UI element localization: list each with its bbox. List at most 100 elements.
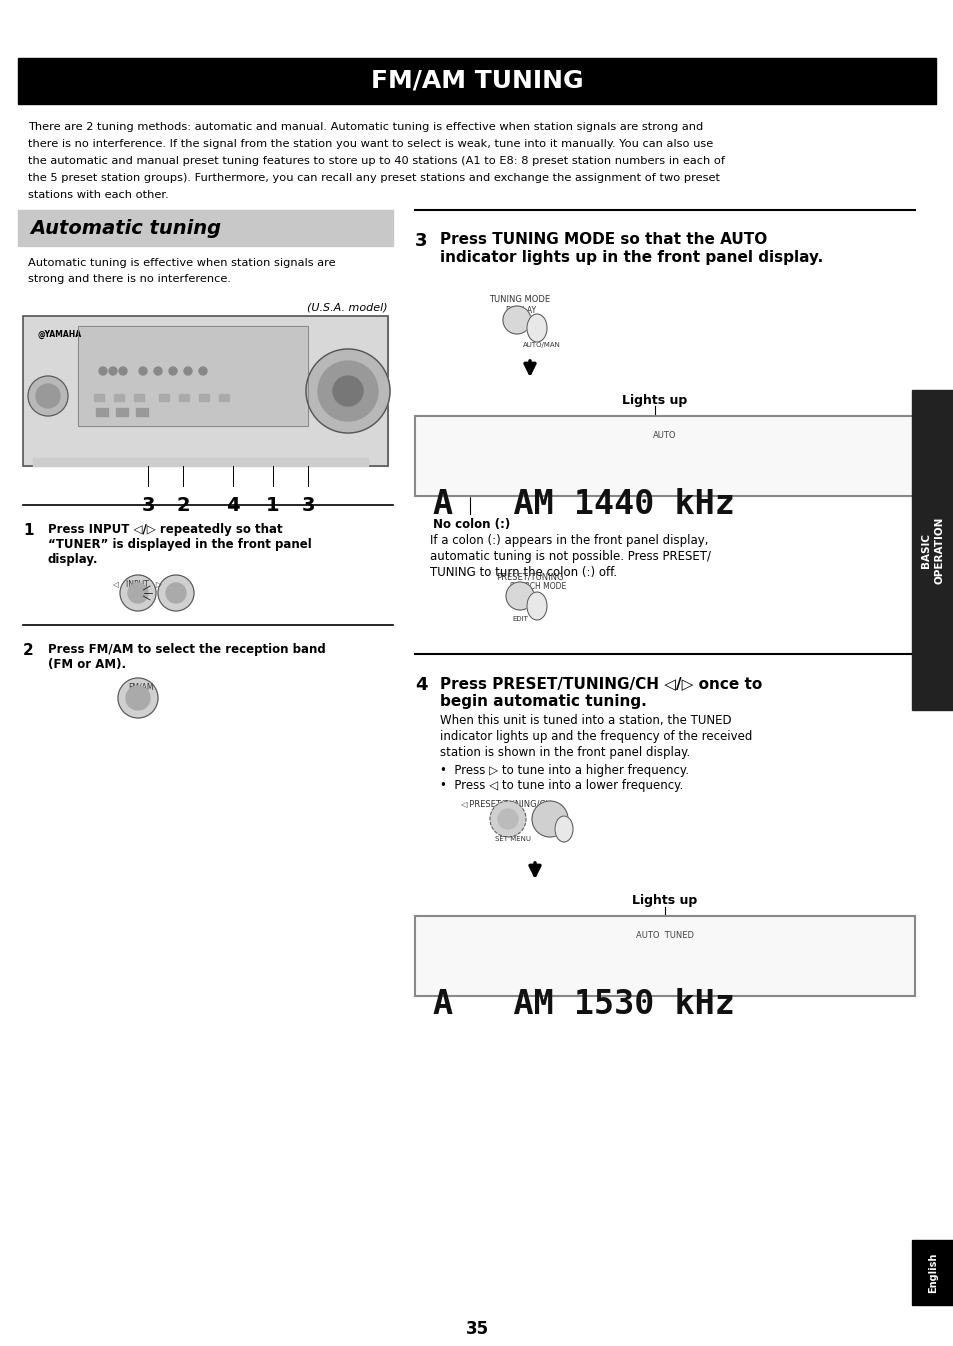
Text: indicator lights up in the front panel display.: indicator lights up in the front panel d… xyxy=(439,250,822,265)
Text: Automatic tuning is effective when station signals are: Automatic tuning is effective when stati… xyxy=(28,258,335,268)
Text: EM: EM xyxy=(130,689,139,695)
Text: TUNING to turn the colon (:) off.: TUNING to turn the colon (:) off. xyxy=(430,567,617,579)
Text: Press FM/AM to select the reception band: Press FM/AM to select the reception band xyxy=(48,643,325,656)
Text: No colon (:): No colon (:) xyxy=(433,518,510,532)
Circle shape xyxy=(28,376,68,416)
Text: BASIC
OPERATION: BASIC OPERATION xyxy=(920,517,944,584)
Bar xyxy=(159,394,169,401)
Bar xyxy=(199,394,209,401)
Text: •  Press ◁ to tune into a lower frequency.: • Press ◁ to tune into a lower frequency… xyxy=(439,779,682,791)
Text: AUTO  TUNED: AUTO TUNED xyxy=(636,931,693,940)
Text: 2: 2 xyxy=(23,643,33,658)
Circle shape xyxy=(99,367,107,376)
Text: A   AM 1530 kHz: A AM 1530 kHz xyxy=(433,988,734,1022)
Text: If a colon (:) appears in the front panel display,: If a colon (:) appears in the front pane… xyxy=(430,534,708,546)
Bar xyxy=(219,394,229,401)
Text: 2: 2 xyxy=(176,495,190,516)
Text: 35: 35 xyxy=(465,1320,488,1338)
Text: A   AM 1440 kHz: A AM 1440 kHz xyxy=(433,489,734,521)
Text: AUTO: AUTO xyxy=(653,431,676,440)
Bar xyxy=(133,394,144,401)
Text: 3: 3 xyxy=(141,495,154,516)
Bar xyxy=(78,326,308,425)
Bar xyxy=(415,917,914,996)
Circle shape xyxy=(184,367,192,376)
Circle shape xyxy=(497,809,517,829)
Text: strong and there is no interference.: strong and there is no interference. xyxy=(28,275,231,284)
Text: @YAMAHA: @YAMAHA xyxy=(38,330,82,339)
Text: Press TUNING MODE so that the AUTO: Press TUNING MODE so that the AUTO xyxy=(439,232,766,248)
Circle shape xyxy=(153,367,162,376)
Bar xyxy=(179,394,189,401)
Circle shape xyxy=(139,367,147,376)
Bar xyxy=(96,408,108,416)
Bar xyxy=(415,917,914,996)
Bar xyxy=(23,316,388,466)
Bar xyxy=(911,1240,953,1306)
Text: display.: display. xyxy=(48,553,98,567)
Text: •  Press ▷ to tune into a higher frequency.: • Press ▷ to tune into a higher frequenc… xyxy=(439,765,688,777)
Text: indicator lights up and the frequency of the received: indicator lights up and the frequency of… xyxy=(439,730,752,743)
Text: 3: 3 xyxy=(415,232,427,250)
Circle shape xyxy=(119,367,127,376)
Text: there is no interference. If the signal from the station you want to select is w: there is no interference. If the signal … xyxy=(28,139,713,149)
Text: ◁ PRESET/TUNING/CH ▷: ◁ PRESET/TUNING/CH ▷ xyxy=(459,800,559,808)
Text: There are 2 tuning methods: automatic and manual. Automatic tuning is effective : There are 2 tuning methods: automatic an… xyxy=(28,122,702,132)
Circle shape xyxy=(199,367,207,376)
Text: AUTO/MAN: AUTO/MAN xyxy=(522,342,560,349)
Text: Automatic tuning: Automatic tuning xyxy=(30,218,221,237)
Bar xyxy=(23,316,388,466)
Text: 1: 1 xyxy=(23,524,33,538)
Circle shape xyxy=(128,583,148,603)
Text: the automatic and manual preset tuning features to store up to 40 stations (A1 t: the automatic and manual preset tuning f… xyxy=(28,156,724,166)
Text: (U.S.A. model): (U.S.A. model) xyxy=(307,302,388,312)
Text: ◁   INPUT   ▷: ◁ INPUT ▷ xyxy=(112,579,162,588)
Circle shape xyxy=(505,581,534,610)
Bar xyxy=(33,458,368,466)
Circle shape xyxy=(306,349,390,433)
Circle shape xyxy=(109,367,117,376)
Circle shape xyxy=(317,361,377,421)
Circle shape xyxy=(166,583,186,603)
Text: (FM or AM).: (FM or AM). xyxy=(48,658,126,672)
Text: FM/AM TUNING: FM/AM TUNING xyxy=(371,69,582,93)
Text: Press INPUT ◁/▷ repeatedly so that: Press INPUT ◁/▷ repeatedly so that xyxy=(48,524,282,536)
Bar xyxy=(415,416,914,495)
Bar xyxy=(911,390,953,709)
Circle shape xyxy=(333,376,363,406)
Ellipse shape xyxy=(555,816,573,843)
Text: PRESET/TUNING: PRESET/TUNING xyxy=(496,572,563,581)
Bar xyxy=(78,326,308,425)
Circle shape xyxy=(120,575,156,611)
Ellipse shape xyxy=(526,314,546,342)
Bar xyxy=(18,210,393,246)
Text: the 5 preset station groups). Furthermore, you can recall any preset stations an: the 5 preset station groups). Furthermor… xyxy=(28,174,720,183)
Text: Press PRESET/TUNING/CH ◁/▷ once to: Press PRESET/TUNING/CH ◁/▷ once to xyxy=(439,676,761,690)
Ellipse shape xyxy=(526,592,546,621)
Bar xyxy=(94,394,104,401)
Bar xyxy=(113,394,124,401)
Circle shape xyxy=(158,575,193,611)
Text: 4: 4 xyxy=(226,495,239,516)
Text: Lights up: Lights up xyxy=(621,394,687,406)
Bar xyxy=(136,408,148,416)
Text: SET MENU: SET MENU xyxy=(495,836,531,843)
Text: EDIT: EDIT xyxy=(512,616,527,622)
Circle shape xyxy=(502,306,531,334)
Text: stations with each other.: stations with each other. xyxy=(28,190,169,201)
Bar xyxy=(18,58,935,104)
Text: station is shown in the front panel display.: station is shown in the front panel disp… xyxy=(439,746,690,759)
Bar xyxy=(116,408,128,416)
Text: SEARCH MODE: SEARCH MODE xyxy=(510,581,566,591)
Circle shape xyxy=(490,801,525,837)
Text: FM/AM: FM/AM xyxy=(128,682,153,692)
Text: begin automatic tuning.: begin automatic tuning. xyxy=(439,695,646,709)
Text: 1: 1 xyxy=(266,495,279,516)
Text: Lights up: Lights up xyxy=(632,894,697,907)
Text: When this unit is tuned into a station, the TUNED: When this unit is tuned into a station, … xyxy=(439,713,731,727)
Circle shape xyxy=(532,801,567,837)
Text: English: English xyxy=(927,1252,937,1292)
Circle shape xyxy=(36,384,60,408)
Text: TUNING MODE: TUNING MODE xyxy=(489,295,550,304)
Circle shape xyxy=(126,686,150,709)
